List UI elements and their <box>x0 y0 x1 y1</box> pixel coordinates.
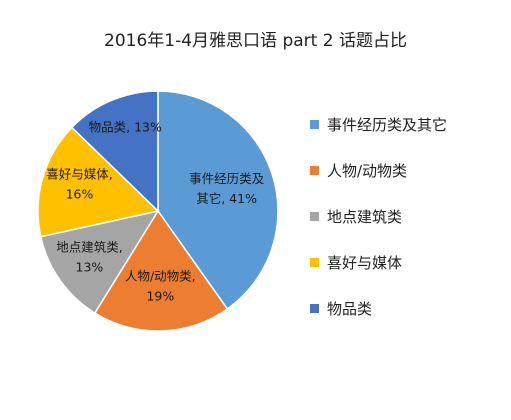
legend-label: 喜好与媒体 <box>327 253 403 272</box>
legend-label: 地点建筑类 <box>327 207 403 226</box>
slice-data-label-line: 人物/动物类, <box>125 268 196 283</box>
slice-data-label-4: 喜好与媒体, 16% <box>46 166 112 201</box>
slice-data-label-line: 其它, 41% <box>196 191 257 206</box>
pie-slice-2 <box>93 209 229 332</box>
slice-data-label-line: 物品类, 13% <box>89 119 162 134</box>
pie-slice-1 <box>157 90 279 310</box>
slice-data-label-1: 事件经历类及其它, 41% <box>189 171 265 206</box>
legend-label: 物品类 <box>327 299 373 318</box>
legend-item: 事件经历类及其它 <box>310 114 447 134</box>
legend-swatch <box>310 211 319 221</box>
legend-label: 人物/动物类 <box>327 161 408 180</box>
slice-data-label-2: 人物/动物类, 19% <box>125 268 196 303</box>
legend-swatch <box>310 257 319 267</box>
legend-item: 物品类 <box>310 298 447 318</box>
slice-data-label-line: 事件经历类及 <box>189 171 265 186</box>
legend-swatch <box>310 303 319 313</box>
chart-legend: 事件经历类及其它 人物/动物类 地点建筑类喜好与媒体物品类 <box>310 114 447 344</box>
legend-label: 事件经历类及其它 <box>327 115 448 134</box>
slice-data-label-5: 物品类, 13% <box>89 119 162 134</box>
slice-data-label-line: 13% <box>76 259 104 274</box>
slice-data-label-3: 地点建筑类, 13% <box>56 239 122 274</box>
slice-data-label-line: 19% <box>146 288 174 303</box>
pie-slice-4 <box>37 126 160 238</box>
pie-slice-5 <box>70 90 159 213</box>
slice-data-label-line: 地点建筑类, <box>56 239 122 254</box>
slice-data-label-line: 16% <box>66 186 94 201</box>
chart-title: 2016年1-4月雅思口语 part 2 话题占比 <box>104 31 407 51</box>
legend-item: 地点建筑类 <box>310 206 447 226</box>
legend-item: 喜好与媒体 <box>310 252 447 272</box>
legend-swatch <box>310 165 319 175</box>
slice-data-label-line: 喜好与媒体, <box>46 166 112 181</box>
legend-swatch <box>310 119 319 129</box>
legend-item: 人物/动物类 <box>310 160 447 180</box>
pie-slice-3 <box>39 209 160 315</box>
